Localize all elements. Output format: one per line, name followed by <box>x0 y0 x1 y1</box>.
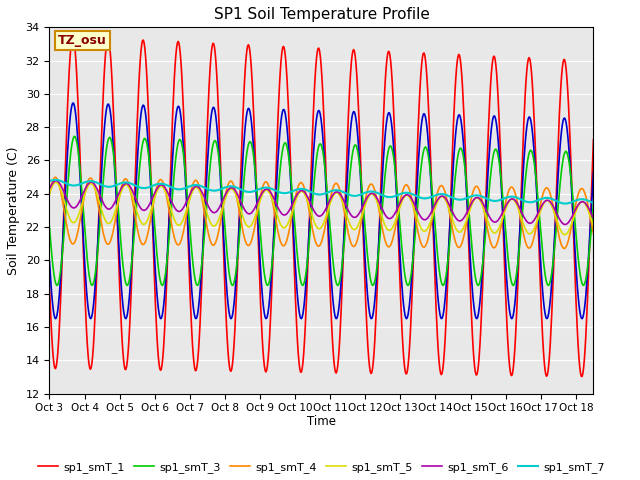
Line: sp1_smT_4: sp1_smT_4 <box>49 177 593 249</box>
Line: sp1_smT_3: sp1_smT_3 <box>49 136 593 286</box>
sp1_smT_7 <box>404 190 412 196</box>
sp1_smT_7 <box>56 178 64 183</box>
sp1_smT_4 <box>112 213 120 218</box>
Text: TZ_osu: TZ_osu <box>58 34 106 47</box>
sp1_smT_1 <box>69 34 77 39</box>
sp1_smT_2 <box>56 292 63 298</box>
sp1_smT_3 <box>404 282 412 288</box>
Line: sp1_smT_2: sp1_smT_2 <box>49 103 593 319</box>
sp1_smT_4 <box>168 220 175 226</box>
sp1_smT_1 <box>388 79 396 84</box>
sp1_smT_7 <box>52 177 60 183</box>
sp1_smT_7 <box>112 182 120 188</box>
sp1_smT_3 <box>70 133 78 139</box>
sp1_smT_5 <box>45 191 53 197</box>
sp1_smT_1 <box>56 325 63 331</box>
sp1_smT_3 <box>168 207 175 213</box>
sp1_smT_6 <box>589 215 597 221</box>
sp1_smT_4 <box>589 231 597 237</box>
sp1_smT_3 <box>45 224 53 230</box>
sp1_smT_4 <box>56 186 64 192</box>
sp1_smT_6 <box>52 178 60 184</box>
Line: sp1_smT_6: sp1_smT_6 <box>49 181 593 225</box>
sp1_smT_1 <box>589 137 597 143</box>
sp1_smT_4 <box>196 187 204 192</box>
sp1_smT_5 <box>196 189 204 195</box>
sp1_smT_3 <box>509 283 517 288</box>
sp1_smT_2 <box>69 100 77 106</box>
sp1_smT_6 <box>112 197 120 203</box>
sp1_smT_5 <box>56 185 64 191</box>
sp1_smT_2 <box>45 258 53 264</box>
sp1_smT_3 <box>388 146 396 152</box>
sp1_smT_3 <box>112 178 120 184</box>
X-axis label: Time: Time <box>307 415 336 428</box>
sp1_smT_5 <box>52 180 60 185</box>
sp1_smT_5 <box>561 232 568 238</box>
sp1_smT_4 <box>52 174 60 180</box>
Line: sp1_smT_7: sp1_smT_7 <box>49 180 593 204</box>
sp1_smT_7 <box>589 200 597 206</box>
sp1_smT_4 <box>45 191 53 197</box>
Line: sp1_smT_5: sp1_smT_5 <box>49 182 593 235</box>
sp1_smT_5 <box>589 223 597 228</box>
sp1_smT_1 <box>196 321 204 327</box>
sp1_smT_6 <box>404 192 412 198</box>
Legend: sp1_smT_1, sp1_smT_2, sp1_smT_3, sp1_smT_4, sp1_smT_5, sp1_smT_6, sp1_smT_7: sp1_smT_1, sp1_smT_2, sp1_smT_3, sp1_smT… <box>34 458 609 480</box>
sp1_smT_7 <box>561 201 569 206</box>
Y-axis label: Soil Temperature (C): Soil Temperature (C) <box>7 146 20 275</box>
sp1_smT_7 <box>45 178 53 184</box>
sp1_smT_3 <box>196 275 204 280</box>
sp1_smT_7 <box>168 184 175 190</box>
sp1_smT_4 <box>560 246 568 252</box>
sp1_smT_2 <box>589 169 597 175</box>
sp1_smT_5 <box>388 225 396 231</box>
sp1_smT_6 <box>388 215 396 220</box>
sp1_smT_3 <box>56 276 63 282</box>
sp1_smT_5 <box>404 193 412 199</box>
Title: SP1 Soil Temperature Profile: SP1 Soil Temperature Profile <box>214 7 429 22</box>
sp1_smT_1 <box>168 148 175 154</box>
sp1_smT_7 <box>196 183 204 189</box>
sp1_smT_4 <box>388 238 396 244</box>
sp1_smT_1 <box>578 373 586 379</box>
sp1_smT_2 <box>196 288 204 294</box>
Line: sp1_smT_1: sp1_smT_1 <box>49 36 593 376</box>
sp1_smT_5 <box>112 206 120 212</box>
sp1_smT_6 <box>56 181 64 187</box>
sp1_smT_2 <box>112 191 120 197</box>
sp1_smT_6 <box>45 186 53 192</box>
sp1_smT_7 <box>388 194 396 200</box>
sp1_smT_6 <box>168 198 175 204</box>
sp1_smT_5 <box>168 207 175 213</box>
sp1_smT_2 <box>389 135 397 141</box>
sp1_smT_2 <box>168 178 175 184</box>
sp1_smT_1 <box>404 363 412 369</box>
sp1_smT_2 <box>227 316 235 322</box>
sp1_smT_6 <box>561 222 569 228</box>
sp1_smT_3 <box>589 201 597 207</box>
sp1_smT_6 <box>196 186 204 192</box>
sp1_smT_4 <box>404 183 412 189</box>
sp1_smT_2 <box>405 307 413 313</box>
sp1_smT_1 <box>112 181 120 187</box>
sp1_smT_1 <box>45 283 53 288</box>
